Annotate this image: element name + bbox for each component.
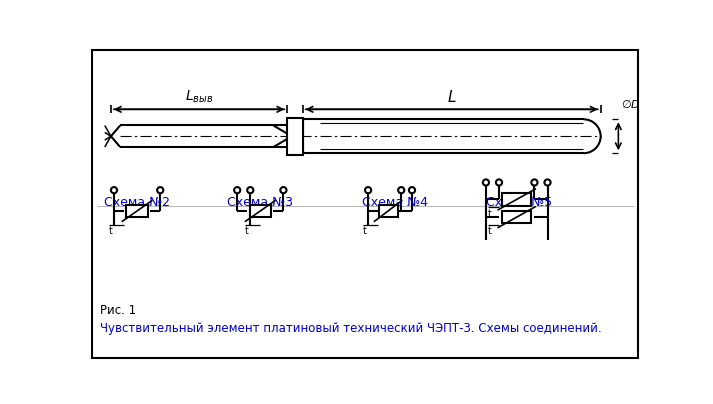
Circle shape xyxy=(531,179,538,185)
Text: $L$: $L$ xyxy=(447,89,456,105)
Text: Схема №5: Схема №5 xyxy=(486,196,552,209)
Circle shape xyxy=(157,187,163,193)
Circle shape xyxy=(280,187,287,193)
Circle shape xyxy=(483,179,489,185)
Circle shape xyxy=(496,179,502,185)
Text: Схема №2: Схема №2 xyxy=(104,196,170,209)
Text: Схема №4: Схема №4 xyxy=(362,196,428,209)
Text: Чувствительный элемент платиновый технический ЧЭПТ-3. Схемы соединений.: Чувствительный элемент платиновый технич… xyxy=(100,322,602,335)
Bar xyxy=(379,205,398,217)
Bar xyxy=(287,118,302,155)
Bar xyxy=(502,211,531,223)
Circle shape xyxy=(247,187,253,193)
Circle shape xyxy=(545,179,550,185)
Text: Схема №3: Схема №3 xyxy=(227,196,293,209)
Circle shape xyxy=(409,187,415,193)
Text: t: t xyxy=(488,208,492,219)
Text: $\varnothing D$: $\varnothing D$ xyxy=(621,98,640,110)
Circle shape xyxy=(398,187,404,193)
Text: $L_{выв}$: $L_{выв}$ xyxy=(185,89,213,105)
Text: t: t xyxy=(108,226,113,236)
Circle shape xyxy=(111,187,117,193)
Bar xyxy=(126,205,148,217)
Text: Рис. 1: Рис. 1 xyxy=(100,304,136,317)
Bar xyxy=(250,205,271,217)
Bar xyxy=(502,193,531,206)
Text: t: t xyxy=(245,226,249,236)
Text: t: t xyxy=(488,226,492,236)
Circle shape xyxy=(365,187,371,193)
Text: t: t xyxy=(363,226,366,236)
Circle shape xyxy=(234,187,240,193)
